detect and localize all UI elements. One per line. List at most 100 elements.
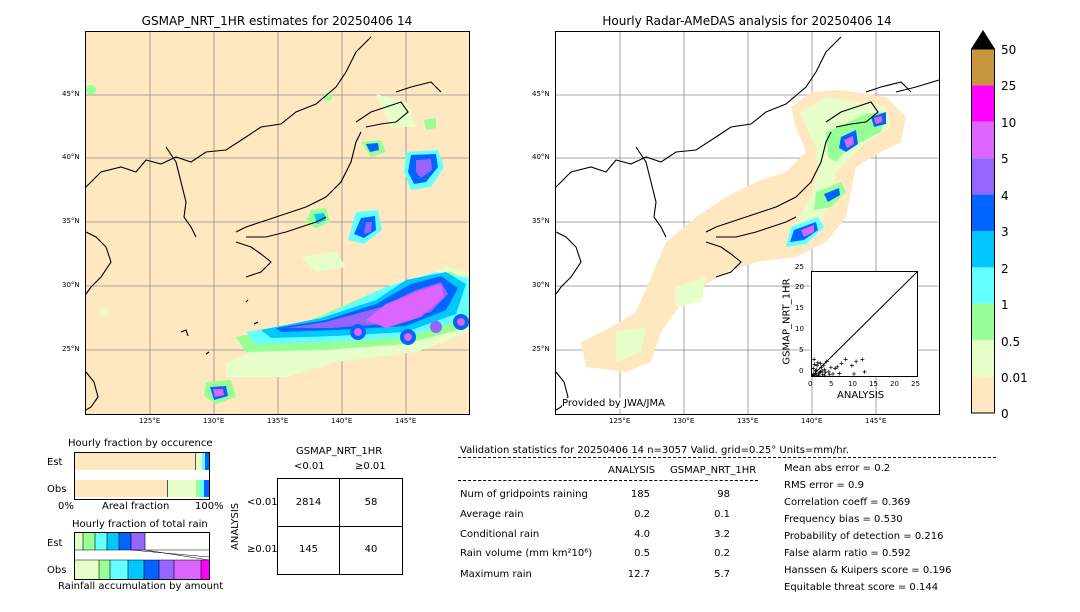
scatter-ytick: 5 — [799, 346, 804, 354]
scatter-ytick: 25 — [795, 263, 804, 271]
colorbar-segment — [971, 49, 995, 86]
colorbar-label: 4 — [1001, 189, 1009, 203]
contingency-col-ge: ≥0.01 — [355, 461, 386, 472]
scatter-point — [826, 369, 831, 374]
scatter-point — [822, 367, 827, 372]
scatter-ytick: 0 — [799, 367, 804, 375]
right-lon-label: 125°E — [609, 417, 631, 425]
scatter-point — [827, 372, 832, 377]
scatter-point — [833, 366, 838, 371]
colorbar-segment — [971, 194, 995, 231]
score-line: False alarm ratio = 0.592 — [784, 548, 911, 559]
right-map-canvas — [556, 32, 939, 414]
total-rain-footer: Rainfall accumulation by amount — [58, 581, 224, 592]
occurrence-axis-left: 0% — [58, 501, 74, 512]
score-line: Hanssen & Kuipers score = 0.196 — [784, 565, 952, 576]
right-lat-label: 45°N — [532, 90, 550, 98]
right-lat-label: 30°N — [532, 281, 550, 289]
right-map-title: Hourly Radar-AMeDAS analysis for 2025040… — [602, 14, 892, 28]
scatter-xtick: 0 — [808, 380, 813, 388]
scatter-point — [820, 369, 825, 374]
scatter-canvas — [810, 271, 918, 378]
left-map — [85, 31, 470, 415]
colorbar-segment — [971, 340, 995, 377]
left-lat-label: 35°N — [62, 217, 80, 225]
right-lat-label: 35°N — [532, 217, 550, 225]
occurrence-bar-obs — [75, 480, 168, 497]
scatter-point — [849, 363, 854, 368]
score-line: Equitable threat score = 0.144 — [784, 582, 939, 593]
colorbar-canvas — [971, 30, 995, 414]
right-map-coverage — [581, 90, 906, 372]
colorbar-label: 0.01 — [1001, 371, 1028, 385]
scatter-point — [860, 357, 865, 362]
left-lat-label: 40°N — [62, 153, 80, 161]
scatter-point — [820, 372, 825, 377]
colorbar-segment — [971, 121, 995, 159]
contingency-col-lt: <0.01 — [294, 461, 325, 472]
colorbar-extend-arrow — [971, 30, 995, 49]
score-line: Correlation coeff = 0.369 — [784, 497, 911, 508]
total-rain-chart — [74, 532, 210, 580]
occurrence-bar-est — [75, 453, 196, 470]
validation-col-analysis: ANALYSIS — [608, 465, 656, 476]
stat-gsmap: 0.1 — [714, 509, 730, 520]
score-line: Mean abs error = 0.2 — [784, 463, 891, 474]
occurrence-title: Hourly fraction by occurence — [68, 438, 213, 449]
total-rain-row-obs: Obs — [47, 565, 67, 576]
stat-label: Average rain — [460, 509, 524, 520]
scatter-point — [817, 370, 822, 375]
scatter-point — [823, 370, 828, 375]
stat-label: Conditional rain — [460, 529, 540, 540]
occurrence-axis-right: 100% — [195, 501, 224, 512]
colorbar-label: 0.5 — [1001, 335, 1021, 349]
colorbar-segment — [971, 231, 995, 268]
left-lat-label: 25°N — [62, 345, 80, 353]
stat-label: Maximum rain — [460, 569, 532, 580]
colorbar-segment — [971, 267, 995, 304]
data-credit: Provided by JWA/JMA — [562, 398, 665, 409]
colorbar-segment — [971, 85, 995, 122]
right-lat-label: 40°N — [532, 153, 550, 161]
right-lon-label: 135°E — [737, 417, 759, 425]
total-rain-row-est: Est — [47, 538, 63, 549]
colorbar-label: 1 — [1001, 298, 1009, 312]
colorbar-label: 3 — [1001, 225, 1009, 239]
scatter-point — [812, 357, 817, 362]
stat-analysis: 185 — [630, 489, 650, 500]
scatter-point — [839, 361, 844, 366]
colorbar-label: 0 — [1001, 407, 1009, 421]
scatter-point — [821, 363, 826, 368]
scatter-xtick: 5 — [829, 380, 834, 388]
right-lon-label: 140°E — [801, 417, 823, 425]
scatter-point — [812, 362, 817, 367]
stat-analysis: 12.7 — [627, 569, 650, 580]
colorbar-label: 10 — [1001, 116, 1017, 130]
contingency-side-label: ANALYSIS — [230, 502, 241, 550]
scatter-ytick: 10 — [795, 325, 804, 333]
validation-col-divider — [458, 480, 758, 481]
contingency-cell-b: 58 — [364, 497, 378, 508]
contingency-cell-d: 40 — [364, 544, 378, 555]
scatter-point — [862, 369, 867, 374]
colorbar-label: 25 — [1001, 79, 1017, 93]
left-lon-label: 125°E — [139, 417, 161, 425]
scatter-point — [824, 359, 829, 364]
scatter-point — [818, 361, 823, 366]
stat-label: Num of gridpoints raining — [460, 489, 588, 500]
scatter-xtick: 25 — [911, 380, 920, 388]
stat-gsmap: 5.7 — [714, 569, 730, 580]
right-lon-label: 130°E — [673, 417, 695, 425]
scatter-point — [835, 364, 840, 369]
score-line: Frequency bias = 0.530 — [784, 514, 903, 525]
scatter-point — [815, 363, 820, 368]
scatter-point — [811, 366, 816, 371]
left-map-title: GSMAP_NRT_1HR estimates for 20250406 14 — [141, 14, 413, 28]
stat-analysis: 4.0 — [634, 529, 650, 540]
occurrence-axis-mid: Areal fraction — [102, 501, 170, 512]
score-line: RMS error = 0.9 — [784, 480, 864, 491]
stat-gsmap: 3.2 — [714, 529, 730, 540]
contingency-row-lt: <0.01 — [247, 497, 278, 508]
total-rain-title: Hourly fraction of total rain — [72, 519, 208, 530]
validation-header: Validation statistics for 20250406 14 n=… — [460, 445, 849, 456]
